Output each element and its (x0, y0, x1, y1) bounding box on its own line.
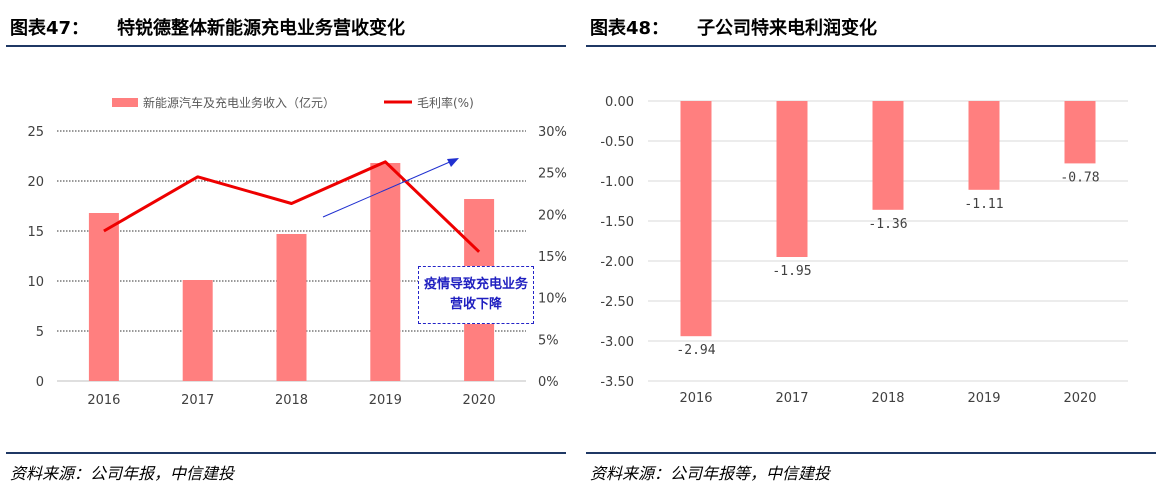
revenue-bar (88, 213, 119, 381)
figure-47: 图表47： 特锐德整体新能源充电业务营收变化 25 20 15 10 5 0 30% 25% 20… (0, 0, 570, 491)
y-right-tick-label: 25% (538, 167, 567, 182)
profit-bar (872, 101, 904, 210)
legend-bar-swatch (112, 98, 138, 107)
y-tick-label: -2.50 (600, 295, 634, 310)
figure-title-text: 子公司特来电利润变化 (697, 18, 878, 39)
y-tick-label: -1.50 (600, 215, 634, 230)
x-tick-label: 2019 (967, 391, 1000, 406)
legend-bar-label: 新能源汽车及充电业务收入（亿元） (143, 95, 335, 110)
y-tick-label: -3.00 (600, 335, 634, 350)
figure-title: 图表47： 特锐德整体新能源充电业务营收变化 (10, 14, 405, 40)
figure-48: 图表48： 子公司特来电利润变化 0.00 -0.50 -1.00 -1.50 -2.00… (580, 0, 1160, 491)
y-right-tick-label: 10% (538, 292, 567, 307)
profit-bar (776, 101, 808, 257)
x-tick-label: 2018 (275, 393, 308, 408)
revenue-bar (276, 234, 307, 381)
y-left-tick-label: 20 (27, 175, 44, 190)
figure-title-text: 特锐德整体新能源充电业务营收变化 (117, 18, 406, 39)
y-tick-label: -2.00 (600, 255, 634, 270)
trend-arrow-head (447, 158, 459, 167)
source-rule (586, 452, 1156, 454)
y-left-tick-label: 5 (36, 325, 44, 340)
title-rule (586, 45, 1156, 47)
x-tick-label: 2019 (369, 393, 402, 408)
trend-arrow (322, 160, 453, 218)
revenue-bar (370, 163, 401, 381)
source-note: 资料来源：公司年报，中信建投 (10, 464, 235, 483)
y-right-tick-label: 5% (538, 333, 559, 348)
figure-title: 图表48： 子公司特来电利润变化 (590, 14, 877, 40)
revenue-margin-chart: 25 20 15 10 5 0 30% 25% 20% 15% 10% 5% 0% 2016 2017 201… (27, 95, 567, 408)
profit-bar (968, 101, 1000, 190)
x-tick-label: 2020 (463, 393, 496, 408)
y-tick-label: -1.00 (600, 175, 634, 190)
bar-data-label: -2.94 (676, 343, 715, 358)
y-tick-label: -3.50 (600, 375, 634, 390)
legend-line-label: 毛利率(%) (417, 95, 474, 110)
annotation-box: 疫情导致充电业务营收下降 (418, 266, 534, 324)
y-left-tick-label: 0 (36, 375, 44, 390)
x-tick-label: 2016 (679, 391, 712, 406)
bar-data-label: -1.36 (868, 217, 907, 232)
figure-number: 图表47： (10, 18, 90, 39)
y-right-tick-label: 0% (538, 375, 559, 390)
y-right-tick-label: 30% (538, 125, 567, 140)
y-left-tick-label: 10 (27, 275, 44, 290)
y-right-tick-label: 20% (538, 208, 567, 223)
y-tick-label: -0.50 (600, 135, 634, 150)
y-left-tick-label: 15 (27, 225, 44, 240)
bar-data-label: -1.95 (772, 264, 811, 279)
margin-line (103, 160, 481, 253)
title-rule (6, 45, 566, 47)
bar-data-label: -1.11 (964, 197, 1003, 212)
revenue-bar (182, 280, 213, 381)
bar-data-label: -0.78 (1060, 170, 1099, 185)
y-left-tick-label: 25 (27, 125, 44, 140)
x-tick-label: 2017 (775, 391, 808, 406)
source-rule (6, 452, 566, 454)
source-note: 资料来源：公司年报等，中信建投 (590, 464, 831, 483)
x-tick-label: 2017 (181, 393, 214, 408)
profit-bar (680, 101, 712, 337)
x-tick-label: 2016 (87, 393, 120, 408)
x-tick-label: 2020 (1063, 391, 1096, 406)
profit-bar (1064, 101, 1096, 164)
y-right-tick-label: 15% (538, 250, 567, 265)
figure-number: 图表48： (590, 18, 670, 39)
y-tick-label: 0.00 (605, 95, 634, 110)
subsidiary-profit-chart: 0.00 -0.50 -1.00 -1.50 -2.00 -2.50 -3.00 -3.50 -… (600, 95, 1128, 406)
x-tick-label: 2018 (871, 391, 904, 406)
